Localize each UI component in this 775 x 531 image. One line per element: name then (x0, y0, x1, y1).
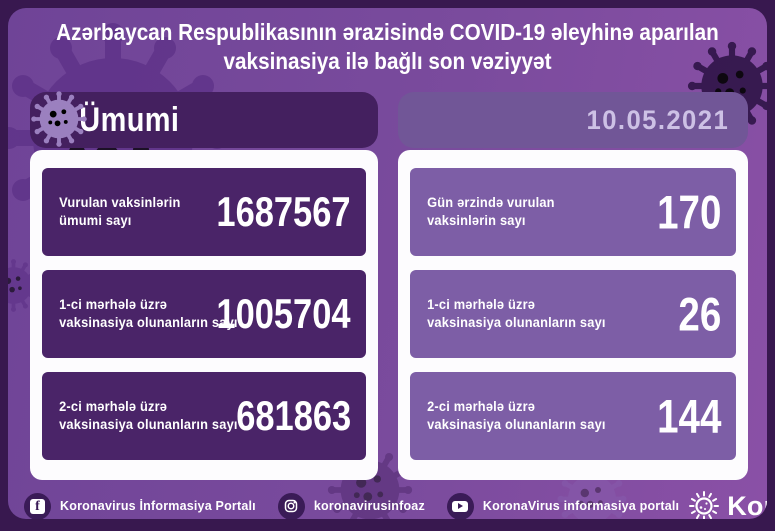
facebook-icon (24, 492, 51, 519)
stat-label: 2-ci mərhələ üzrə vaksinasiya olunanları… (59, 399, 238, 432)
youtube-link[interactable]: KoronaVirus informasiya portalı (446, 492, 680, 519)
overall-panel-title: Ümumi (79, 100, 180, 139)
instagram-label: koronavirusinfoaz (313, 499, 425, 513)
date-label: 10.05.2021 (586, 104, 729, 135)
brand-text: KoronaVirus (727, 490, 767, 520)
instagram-link[interactable]: koronavirusinfoaz (277, 492, 425, 519)
stat-row-first-dose-total: 1-ci mərhələ üzrə vaksinasiya olunanları… (42, 270, 366, 358)
stat-label: 1-ci mərhələ üzrə vaksinasiya olunanları… (59, 297, 238, 330)
stat-row-second-dose-daily: 2-ci mərhələ üzrə vaksinasiya olunanları… (410, 372, 736, 460)
instagram-icon (277, 492, 305, 519)
stat-row-daily-vaccines: Gün ərzində vurulan vaksinlərin sayı 170 (410, 168, 736, 256)
overall-panel-header: Ümumi (30, 92, 378, 148)
overall-stats-card: Vurulan vaksinlərin ümumi sayı 1687567 1… (30, 150, 378, 480)
page-title: Azərbaycan Respublikasının ərazisində CO… (8, 18, 767, 76)
stat-value: 1005704 (216, 290, 351, 337)
stat-value: 170 (656, 185, 721, 239)
youtube-icon (446, 492, 474, 519)
stat-label: Gün ərzində vurulan vaksinlərin sayı (427, 195, 555, 228)
footer: Koronavirus İnformasiya Portalı koronavi… (24, 490, 767, 519)
page-title-line1: Azərbaycan Respublikasının ərazisində CO… (56, 19, 719, 45)
daily-stats-card: Gün ərzində vurulan vaksinlərin sayı 170… (398, 150, 748, 480)
stat-row-second-dose-total: 2-ci mərhələ üzrə vaksinasiya olunanları… (42, 372, 366, 460)
stat-row-total-vaccines: Vurulan vaksinlərin ümumi sayı 1687567 (42, 168, 366, 256)
stat-label: Vurulan vaksinlərin ümumi sayı (59, 195, 181, 228)
page-title-line2: vaksinasiya ilə bağlı son vəziyyət (223, 47, 552, 74)
stat-value: 26 (678, 287, 721, 341)
virus-logo-icon (689, 491, 720, 519)
daily-panel: 10.05.2021 Gün ərzində vurulan vaksinlər… (398, 92, 748, 480)
stat-row-first-dose-daily: 1-ci mərhələ üzrə vaksinasiya olunanları… (410, 270, 736, 358)
facebook-label: Koronavirus İnformasiya Portalı (60, 499, 256, 513)
stat-value: 1687567 (216, 188, 351, 235)
overall-panel: Ümumi Vurulan vaksinlərin ümumi sayı 168… (30, 92, 378, 480)
stat-value: 681863 (236, 392, 351, 439)
infographic-background: Azərbaycan Respublikasının ərazisində CO… (8, 8, 767, 519)
stat-label: 2-ci mərhələ üzrə vaksinasiya olunanları… (427, 399, 606, 432)
stat-label: 1-ci mərhələ üzrə vaksinasiya olunanları… (427, 297, 606, 330)
facebook-link[interactable]: Koronavirus İnformasiya Portalı (24, 492, 256, 519)
daily-panel-header: 10.05.2021 (398, 92, 748, 148)
stat-value: 144 (656, 389, 721, 443)
youtube-label: KoronaVirus informasiya portalı (482, 499, 680, 513)
